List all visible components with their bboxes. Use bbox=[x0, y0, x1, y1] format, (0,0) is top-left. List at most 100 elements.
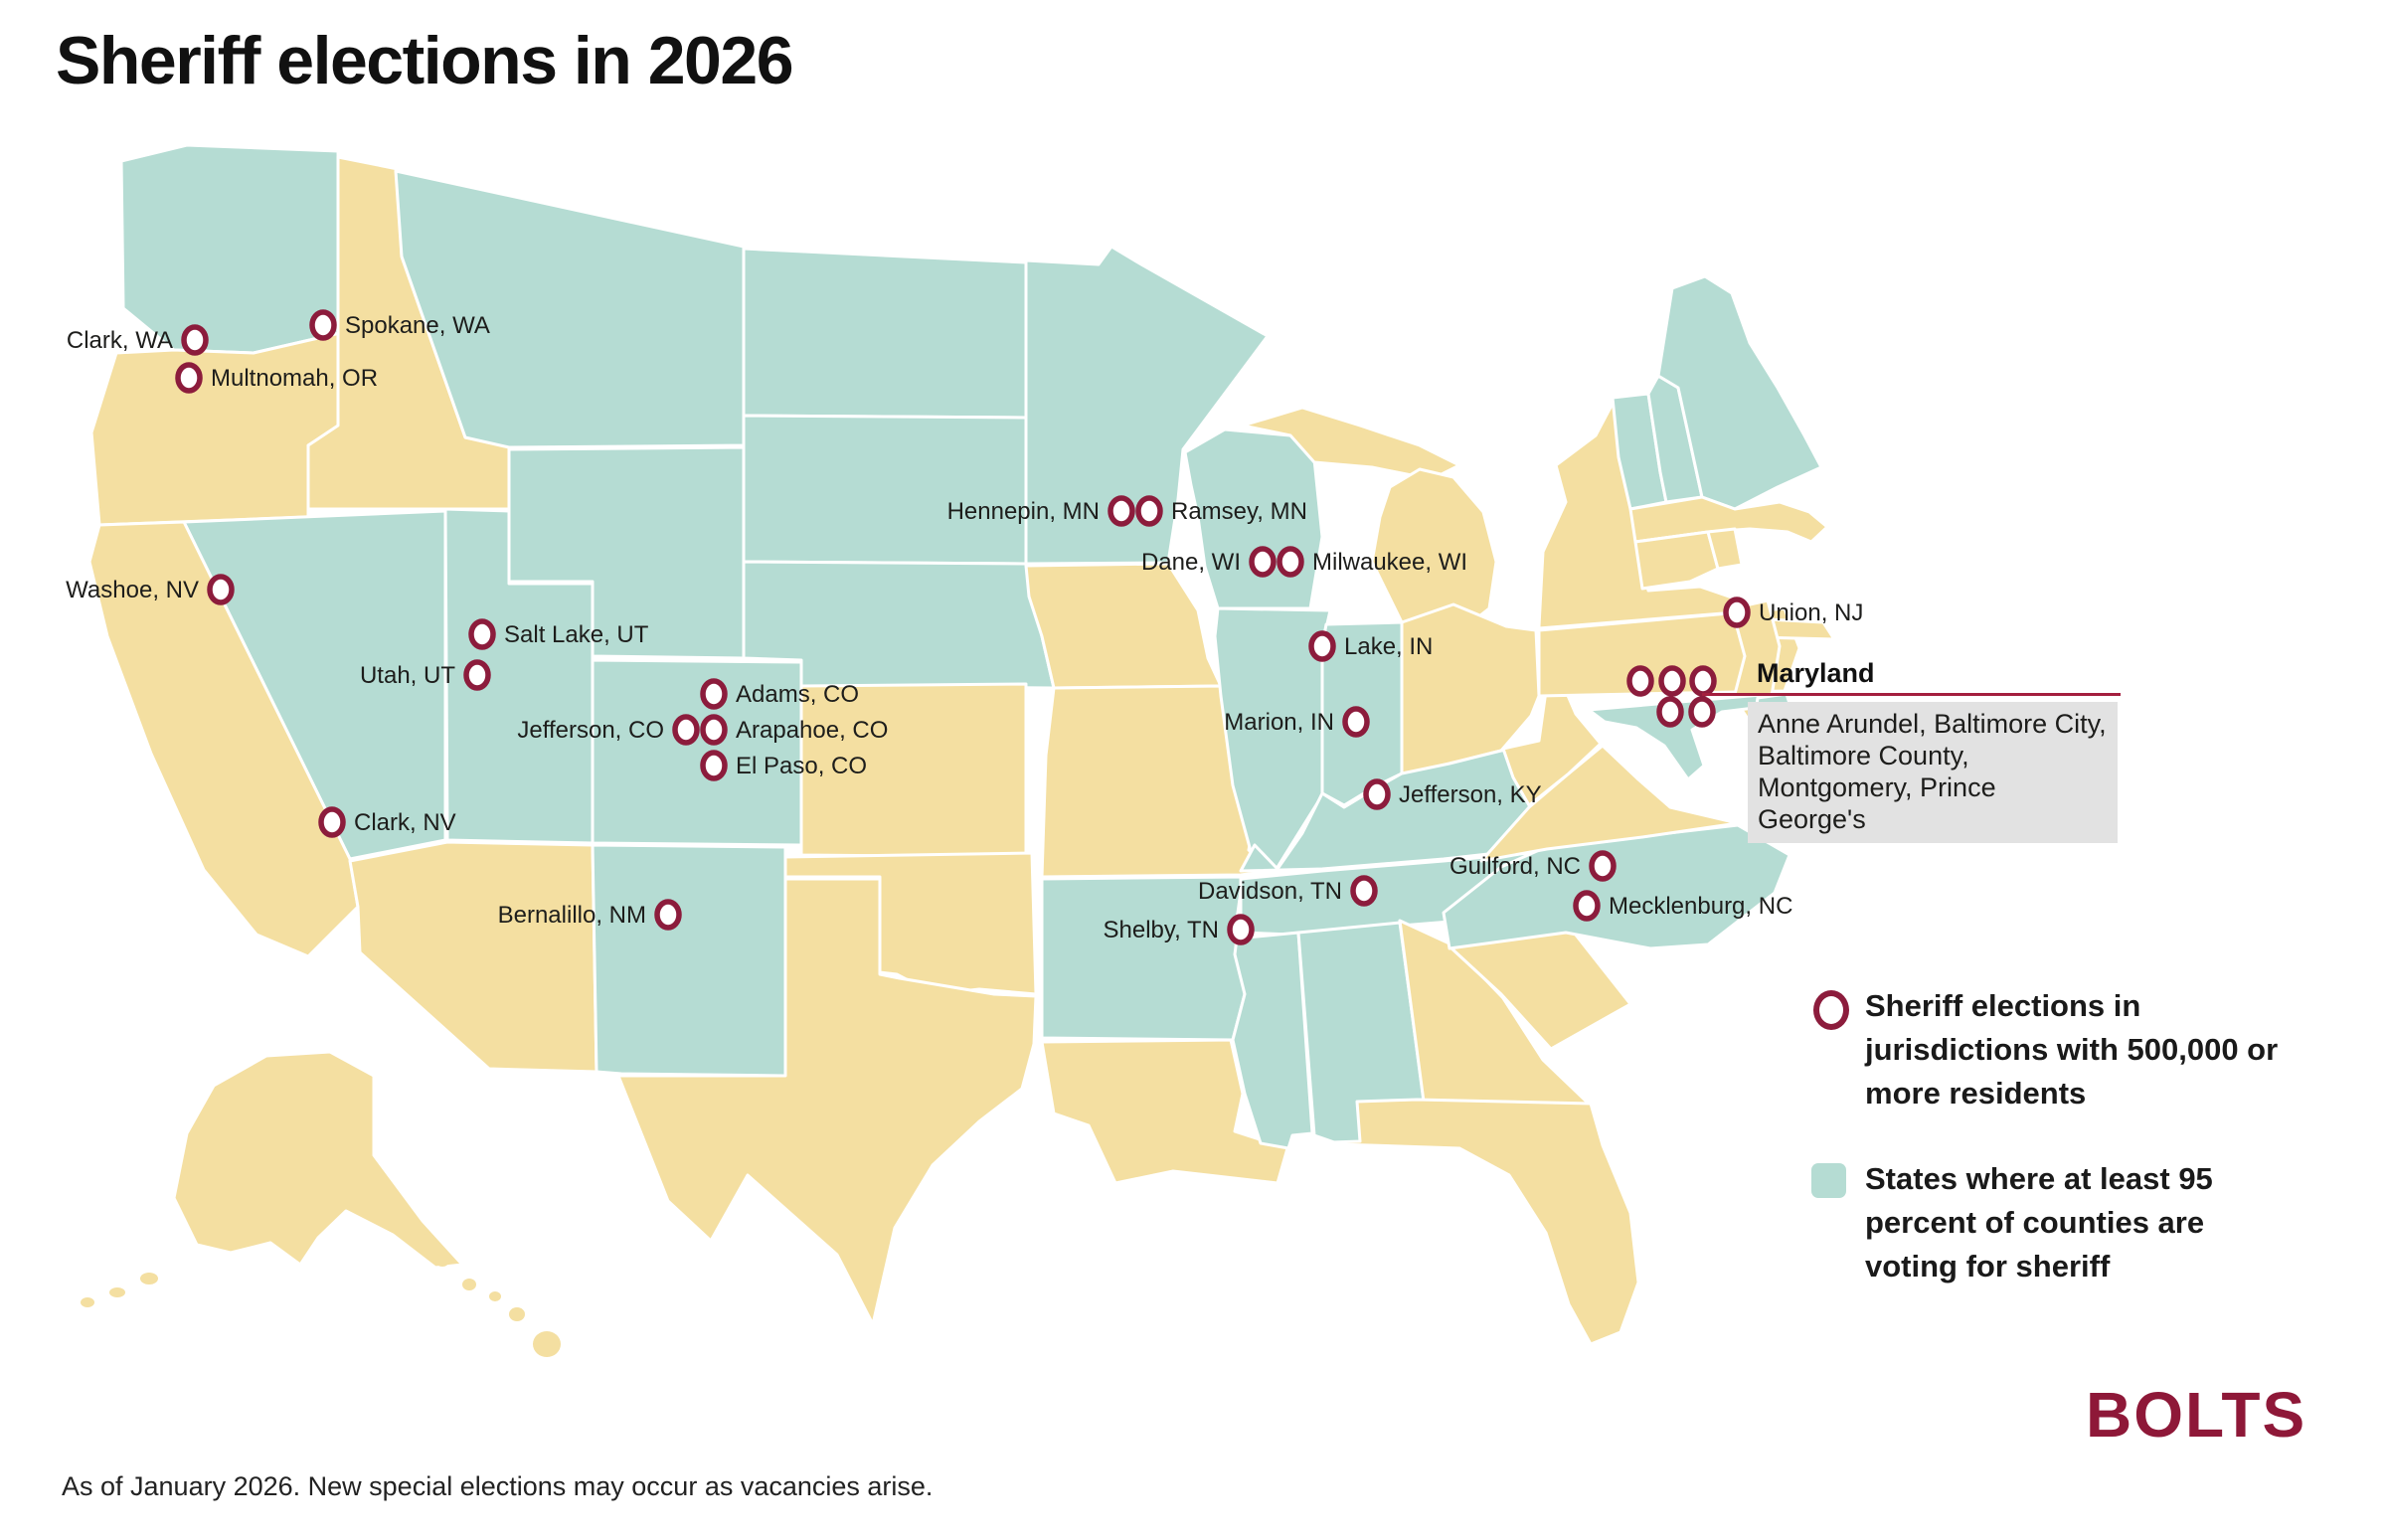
jurisdiction-label: Davidson, TN bbox=[1198, 878, 1342, 905]
bolts-logo: BOLTS bbox=[2086, 1379, 2307, 1451]
maryland-callout-title: Maryland bbox=[1757, 658, 1875, 688]
state-LA bbox=[1040, 1038, 1289, 1185]
hawaii-island bbox=[462, 1279, 476, 1290]
state-CT bbox=[1633, 530, 1720, 591]
jurisdiction-marker bbox=[654, 899, 682, 931]
jurisdiction-label: Salt Lake, UT bbox=[504, 621, 649, 648]
jurisdiction-label: Bernalillo, NM bbox=[498, 902, 646, 929]
jurisdiction-marker bbox=[672, 714, 700, 746]
teal-state-legend-swatch bbox=[1811, 1163, 1846, 1198]
jurisdiction-label: Jefferson, CO bbox=[517, 717, 664, 744]
states-layer bbox=[81, 143, 1836, 1357]
jurisdiction-marker bbox=[1108, 495, 1135, 527]
jurisdiction-markers-layer: Clark, WA Spokane, WA Multnomah, OR Washoe,… bbox=[66, 309, 1863, 945]
jurisdiction-marker bbox=[181, 324, 209, 356]
jurisdiction-marker bbox=[1573, 890, 1601, 922]
jurisdiction-label: Milwaukee, WI bbox=[1312, 549, 1467, 576]
hawaii-island bbox=[533, 1331, 561, 1357]
jurisdiction-label: Union, NJ bbox=[1759, 599, 1863, 626]
hawaii-island bbox=[410, 1229, 426, 1241]
maryland-callout-counties-line3: Montgomery, Prince George's bbox=[1758, 772, 1996, 834]
hawaii-island bbox=[509, 1307, 525, 1321]
jurisdiction-label: Lake, IN bbox=[1344, 633, 1433, 660]
jurisdiction-label: Mecklenburg, NC bbox=[1609, 893, 1792, 920]
maryland-callout-box: Anne Arundel, Baltimore City, Baltimore … bbox=[1748, 702, 2118, 843]
jurisdiction-marker bbox=[1135, 495, 1163, 527]
hawaii-island bbox=[435, 1255, 449, 1267]
state-NM bbox=[591, 843, 787, 1078]
jurisdiction-marker bbox=[1723, 597, 1751, 628]
jurisdiction-label: Hennepin, MN bbox=[947, 498, 1100, 525]
jurisdiction-marker bbox=[1342, 706, 1370, 738]
state-MT bbox=[394, 169, 746, 449]
state-ND bbox=[742, 247, 1028, 420]
jurisdiction-marker bbox=[207, 574, 235, 605]
maryland-callout-counties-line2: Baltimore County, bbox=[1758, 741, 1969, 770]
footnote: As of January 2026. New special election… bbox=[62, 1471, 934, 1501]
jurisdiction-label: Clark, NV bbox=[354, 809, 456, 836]
state-AZ bbox=[348, 840, 598, 1074]
jurisdiction-label: Ramsey, MN bbox=[1171, 498, 1307, 525]
page-title: Sheriff elections in 2026 bbox=[56, 23, 794, 98]
jurisdiction-marker bbox=[1249, 546, 1277, 578]
jurisdiction-label: El Paso, CO bbox=[736, 753, 867, 779]
jurisdiction-marker bbox=[1227, 914, 1255, 945]
state-WV bbox=[1501, 682, 1603, 807]
jurisdiction-marker bbox=[700, 714, 728, 746]
legend: Sheriff elections in jurisdictions with … bbox=[1811, 984, 2368, 1330]
state-CA bbox=[87, 520, 360, 958]
state-FL bbox=[1302, 1098, 1640, 1346]
state-NC bbox=[1442, 823, 1791, 950]
jurisdiction-label: Marion, IN bbox=[1224, 709, 1334, 736]
alaska-island bbox=[81, 1297, 94, 1307]
maryland-callout-counties-line1: Anne Arundel, Baltimore City, bbox=[1758, 709, 2107, 739]
jurisdiction-marker bbox=[1277, 546, 1304, 578]
legend-item-states: States where at least 95 percent of coun… bbox=[1811, 1157, 2368, 1288]
jurisdiction-marker bbox=[1350, 875, 1378, 907]
jurisdiction-label: Utah, UT bbox=[360, 662, 455, 689]
state-UT bbox=[443, 507, 595, 845]
state-WA bbox=[119, 143, 342, 355]
jurisdiction-marker bbox=[1656, 696, 1684, 728]
legend-item-markers: Sheriff elections in jurisdictions with … bbox=[1811, 984, 2368, 1115]
jurisdiction-label: Adams, CO bbox=[736, 681, 859, 708]
alaska-island bbox=[140, 1273, 158, 1284]
jurisdiction-label: Guilford, NC bbox=[1449, 853, 1581, 880]
maryland-callout-line bbox=[1702, 693, 2121, 696]
state-IA bbox=[1024, 562, 1223, 690]
jurisdiction-marker bbox=[1363, 778, 1391, 810]
jurisdiction-label: Arapahoe, CO bbox=[736, 717, 888, 744]
jurisdiction-label: Dane, WI bbox=[1141, 549, 1241, 576]
jurisdiction-label: Washoe, NV bbox=[66, 577, 199, 603]
jurisdiction-marker bbox=[1589, 850, 1617, 882]
state-AK bbox=[172, 1050, 464, 1270]
jurisdiction-marker bbox=[1626, 665, 1654, 697]
state-OR bbox=[89, 331, 342, 527]
jurisdiction-label: Spokane, WA bbox=[345, 312, 490, 339]
state-MI-upper bbox=[1241, 406, 1461, 481]
jurisdiction-marker bbox=[175, 362, 203, 394]
jurisdiction-label: Shelby, TN bbox=[1104, 917, 1220, 943]
jurisdiction-marker bbox=[700, 750, 728, 781]
state-SD bbox=[742, 414, 1028, 566]
hawaii-island bbox=[489, 1291, 501, 1301]
jurisdiction-marker bbox=[463, 659, 491, 691]
jurisdiction-marker bbox=[309, 309, 337, 341]
alaska-island bbox=[109, 1287, 125, 1297]
jurisdiction-label: Jefferson, KY bbox=[1399, 781, 1542, 808]
jurisdiction-label: Multnomah, OR bbox=[211, 365, 378, 392]
legend-state-label: States where at least 95 percent of coun… bbox=[1865, 1161, 2213, 1283]
state-TX bbox=[616, 877, 1038, 1326]
jurisdiction-marker bbox=[318, 806, 346, 838]
jurisdiction-marker bbox=[1658, 665, 1686, 697]
jurisdiction-marker bbox=[700, 678, 728, 710]
jurisdiction-marker bbox=[1689, 665, 1717, 697]
jurisdiction-marker bbox=[1688, 696, 1716, 728]
jurisdiction-label: Clark, WA bbox=[67, 327, 173, 354]
state-RI bbox=[1706, 527, 1744, 571]
marker-legend-icon bbox=[1813, 990, 1849, 1030]
legend-marker-label: Sheriff elections in jurisdictions with … bbox=[1865, 988, 2279, 1111]
jurisdiction-marker bbox=[468, 618, 496, 650]
